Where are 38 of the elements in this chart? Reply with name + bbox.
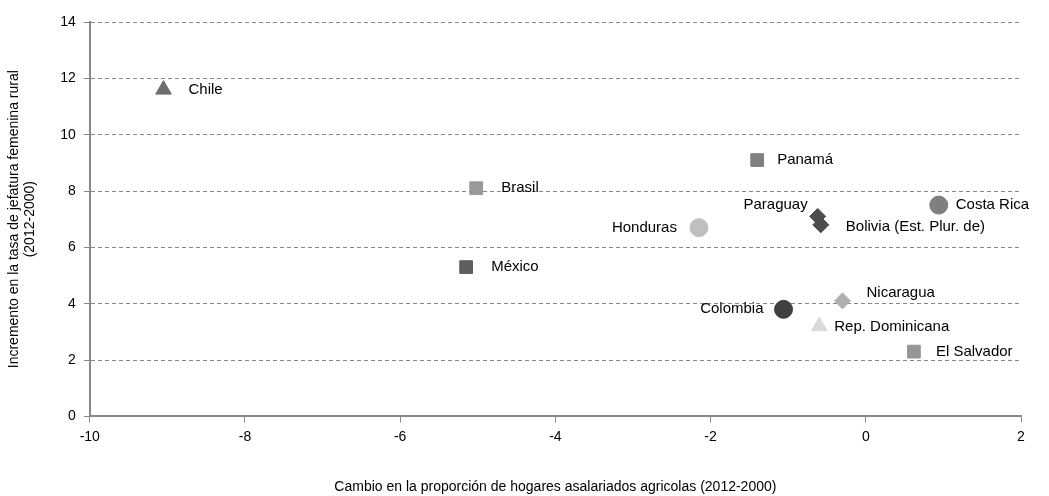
- point: [809, 207, 827, 225]
- series-label: Brasil: [501, 178, 539, 196]
- series-label: Nicaragua: [866, 283, 936, 301]
- point: [929, 195, 949, 215]
- series-label: Rep. Dominicana: [834, 317, 950, 335]
- series-label: Honduras: [611, 217, 677, 235]
- y-tick-label: 12: [60, 69, 76, 86]
- x-tick-label: -8: [238, 427, 252, 444]
- x-axis-title: Cambio en la proporción de hogares asalariados agricolas (2012-2000): [334, 478, 777, 495]
- point: [834, 292, 852, 310]
- x-tick-label: -2: [704, 427, 718, 444]
- series-label: Chile: [188, 79, 223, 97]
- point: [750, 153, 765, 167]
- y-tick-label: 8: [67, 181, 76, 198]
- point: [459, 260, 474, 274]
- y-tick-label: 10: [60, 125, 76, 142]
- y-tick-label: 14: [60, 12, 76, 29]
- series-label: Paraguay: [743, 194, 809, 212]
- series-label: Bolivia (Est. Plur. de): [845, 216, 986, 234]
- y-tick-label: 6: [67, 238, 76, 255]
- y-tick-label: 4: [67, 294, 76, 311]
- x-tick-label: 0: [861, 427, 870, 444]
- point: [774, 299, 794, 319]
- series-label: El Salvador: [935, 341, 1013, 359]
- x-tick-label: 2: [1017, 427, 1026, 444]
- point: [907, 344, 921, 359]
- point: [689, 218, 709, 238]
- y-tick-label: 0: [67, 407, 76, 424]
- y-axis-title: Incremento en la tasa de jefatura femenina rural (2012-2000): [4, 70, 38, 369]
- x-tick-label: -6: [393, 427, 407, 444]
- series-label: Panamá: [777, 150, 834, 168]
- series-label: Colombia: [700, 299, 765, 317]
- x-tick-label: -4: [549, 427, 562, 444]
- x-tick-label: -10: [79, 427, 101, 444]
- series-label: Costa Rica: [955, 195, 1030, 213]
- series-label: México: [491, 257, 539, 275]
- point: [469, 181, 484, 196]
- y-tick-label: 2: [67, 350, 76, 367]
